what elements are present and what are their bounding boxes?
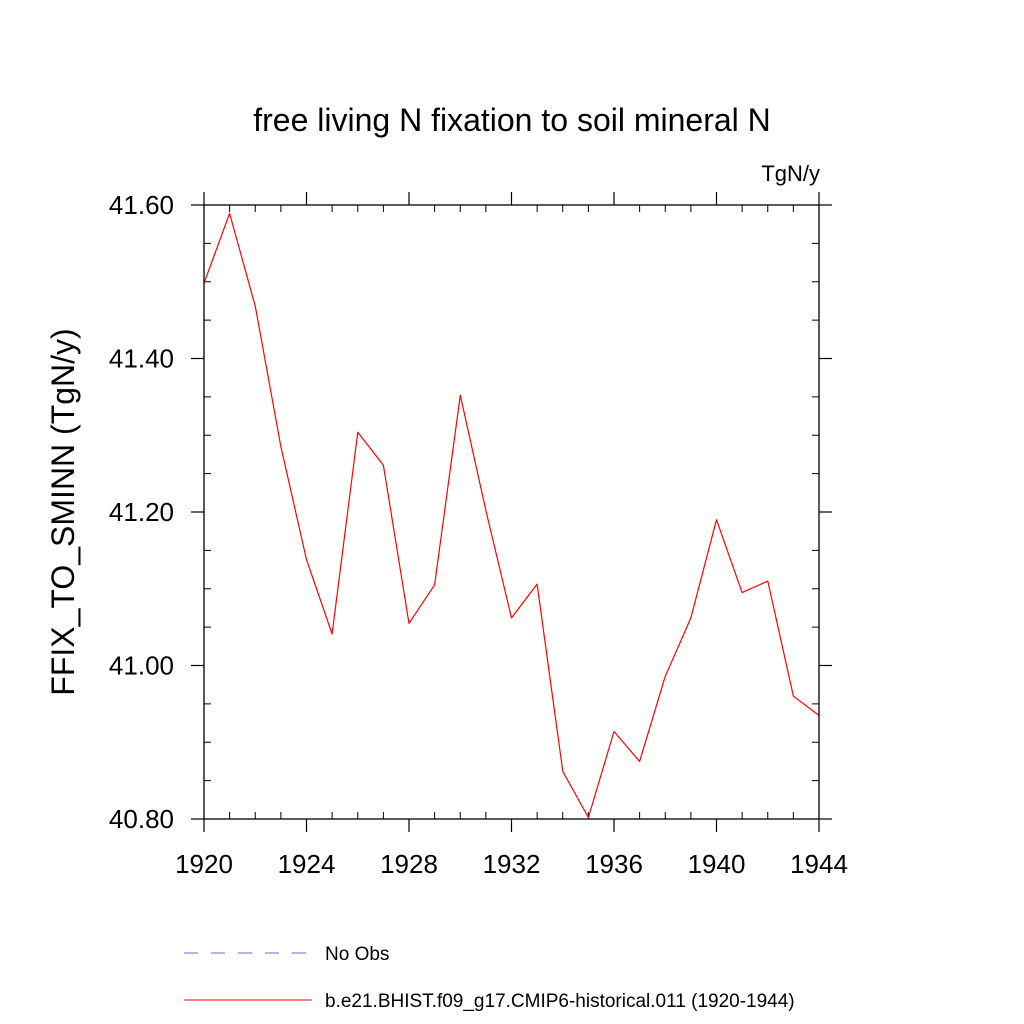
y-tick-label: 41.40	[109, 344, 174, 374]
series-layer	[203, 212, 820, 819]
x-tick-label: 1936	[585, 849, 643, 879]
legend: No Obs b.e21.BHIST.f09_g17.CMIP6-historic…	[184, 944, 795, 1012]
x-tick-label: 1940	[688, 849, 746, 879]
legend-label-1: b.e21.BHIST.f09_g17.CMIP6-historical.011…	[325, 991, 795, 1012]
chart-title: free living N fixation to soil mineral N	[253, 102, 771, 138]
series-line-1	[203, 212, 820, 819]
x-tick-label: 1924	[278, 849, 336, 879]
x-tick-label: 1928	[380, 849, 438, 879]
tick-labels: 1920 1924 1928 1932 1936 1940 1944 40.80 41.00 41…	[109, 190, 848, 879]
plot-frame	[203, 204, 820, 820]
y-axis-label: FFIX_TO_SMINN (TgN/y)	[45, 328, 81, 695]
x-tick-label: 1932	[483, 849, 541, 879]
legend-label-0: No Obs	[325, 944, 389, 965]
y-tick-label: 40.80	[109, 804, 174, 834]
x-tick-label: 1920	[175, 849, 233, 879]
y-tick-label: 41.60	[109, 190, 174, 220]
y-tick-label: 41.00	[109, 651, 174, 681]
units-label: TgN/y	[761, 161, 820, 186]
axis-ticks	[191, 192, 832, 832]
x-tick-label: 1944	[790, 849, 848, 879]
y-tick-label: 41.20	[109, 497, 174, 527]
